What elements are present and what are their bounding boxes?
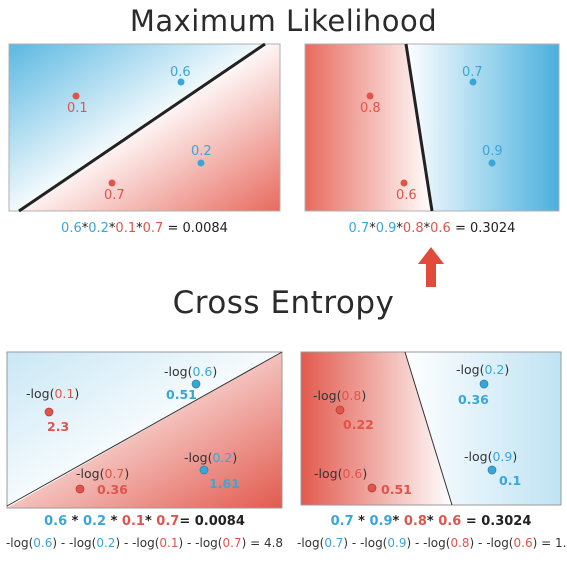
up-arrow-icon (418, 247, 444, 287)
point-red (400, 179, 408, 187)
boundary-line (404, 43, 434, 212)
loss-value: 0.36 (97, 482, 128, 497)
prob-label: 0.2 (191, 144, 212, 159)
loss-value: 0.36 (458, 392, 489, 407)
loss-value: 2.3 (47, 419, 69, 434)
prob-label: 0.7 (462, 65, 483, 80)
loss-value: 0.1 (499, 473, 521, 488)
prob-label: 0.6 (170, 65, 191, 80)
loss-value: 0.22 (343, 417, 374, 432)
panel-bottom-right (300, 351, 562, 506)
panel-bottom-left (6, 351, 283, 509)
panel-top-right (304, 43, 560, 212)
formula-top-left: 0.6*0.2*0.1*0.7 = 0.0084 (61, 221, 228, 236)
formula-bottom-right-log: -log(0.7) - -log(0.9) - -log(0.8) - -log… (297, 536, 567, 550)
loss-value: 0.51 (381, 482, 412, 497)
log-label: -log(0.2) (456, 362, 509, 377)
point-red (72, 92, 80, 100)
prob-label: 0.8 (360, 101, 381, 116)
point-blue (488, 159, 496, 167)
point-blue (469, 78, 477, 86)
formula-bottom-left-product: 0.6 * 0.2 * 0.1* 0.7= 0.0084 (44, 514, 245, 529)
log-label: -log(0.9) (464, 449, 517, 464)
panel-top-left (8, 42, 281, 213)
log-label: -log(0.8) (313, 388, 366, 403)
prob-label: 0.9 (482, 144, 503, 159)
title-cross-entropy: Cross Entropy (172, 285, 395, 321)
loss-value: 0.51 (166, 387, 197, 402)
log-label: -log(0.1) (26, 386, 79, 401)
point-red (108, 179, 116, 187)
log-label: -log(0.7) (76, 466, 129, 481)
prob-label: 0.6 (396, 188, 417, 203)
point-red (366, 92, 374, 100)
formula-bottom-right-product: 0.7 * 0.9* 0.8* 0.6 = 0.3024 (330, 514, 532, 529)
boundary-line (18, 42, 266, 213)
formula-top-right: 0.7*0.9*0.8*0.6 = 0.3024 (348, 221, 516, 236)
point-blue (177, 78, 185, 86)
loss-value: 1.61 (209, 476, 240, 491)
log-label: -log(0.6) (164, 364, 217, 379)
title-maximum-likelihood: Maximum Likelihood (129, 4, 438, 38)
log-label: -log(0.2) (184, 450, 237, 465)
formula-bottom-left-log: -log(0.6) - -log(0.2) - -log(0.1) - -log… (5, 536, 284, 550)
prob-label: 0.1 (67, 101, 88, 116)
log-label: -log(0.6) (314, 466, 367, 481)
point-blue (197, 159, 205, 167)
prob-label: 0.7 (104, 188, 125, 203)
